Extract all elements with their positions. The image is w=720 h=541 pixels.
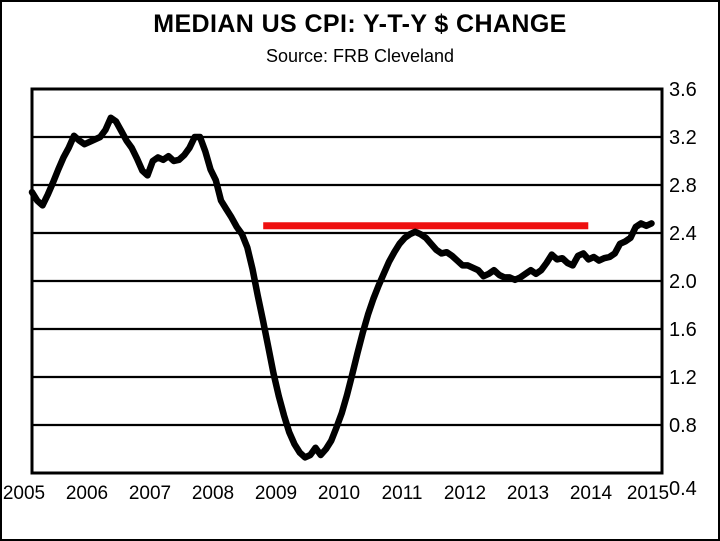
x-axis-label: 2006 <box>66 483 108 504</box>
y-axis-label: 1.2 <box>669 367 697 389</box>
chart-subtitle: Source: FRB Cleveland <box>265 46 455 66</box>
x-axis-label: 2009 <box>255 483 297 504</box>
x-axis-label: 2014 <box>570 483 613 504</box>
y-axis-label: 2.4 <box>669 223 697 245</box>
x-axis-label: 2011 <box>382 483 423 504</box>
x-axis-label: 2008 <box>192 483 234 504</box>
y-axis-label: 1.6 <box>669 319 697 341</box>
y-axis-label: 0.4 <box>669 478 697 500</box>
y-axis-label: 0.8 <box>669 415 697 437</box>
y-axis-label: 2.0 <box>669 271 697 293</box>
y-axis-label: 3.2 <box>669 127 697 149</box>
x-axis-label: 2005 <box>3 483 45 504</box>
data-series-line <box>28 114 655 461</box>
x-axis-label: 2010 <box>318 483 360 504</box>
chart-title: MEDIAN US CPI: Y-T-Y $ CHANGE <box>153 10 567 38</box>
plot-border <box>30 87 664 475</box>
y-axis-label: 2.8 <box>669 175 697 197</box>
x-axis-label: 2007 <box>129 483 171 504</box>
y-axis-label: 3.6 <box>669 79 697 101</box>
x-axis-label: 2012 <box>444 483 486 504</box>
x-axis-label: 2015 <box>627 483 669 504</box>
x-axis-label: 2013 <box>507 483 549 504</box>
